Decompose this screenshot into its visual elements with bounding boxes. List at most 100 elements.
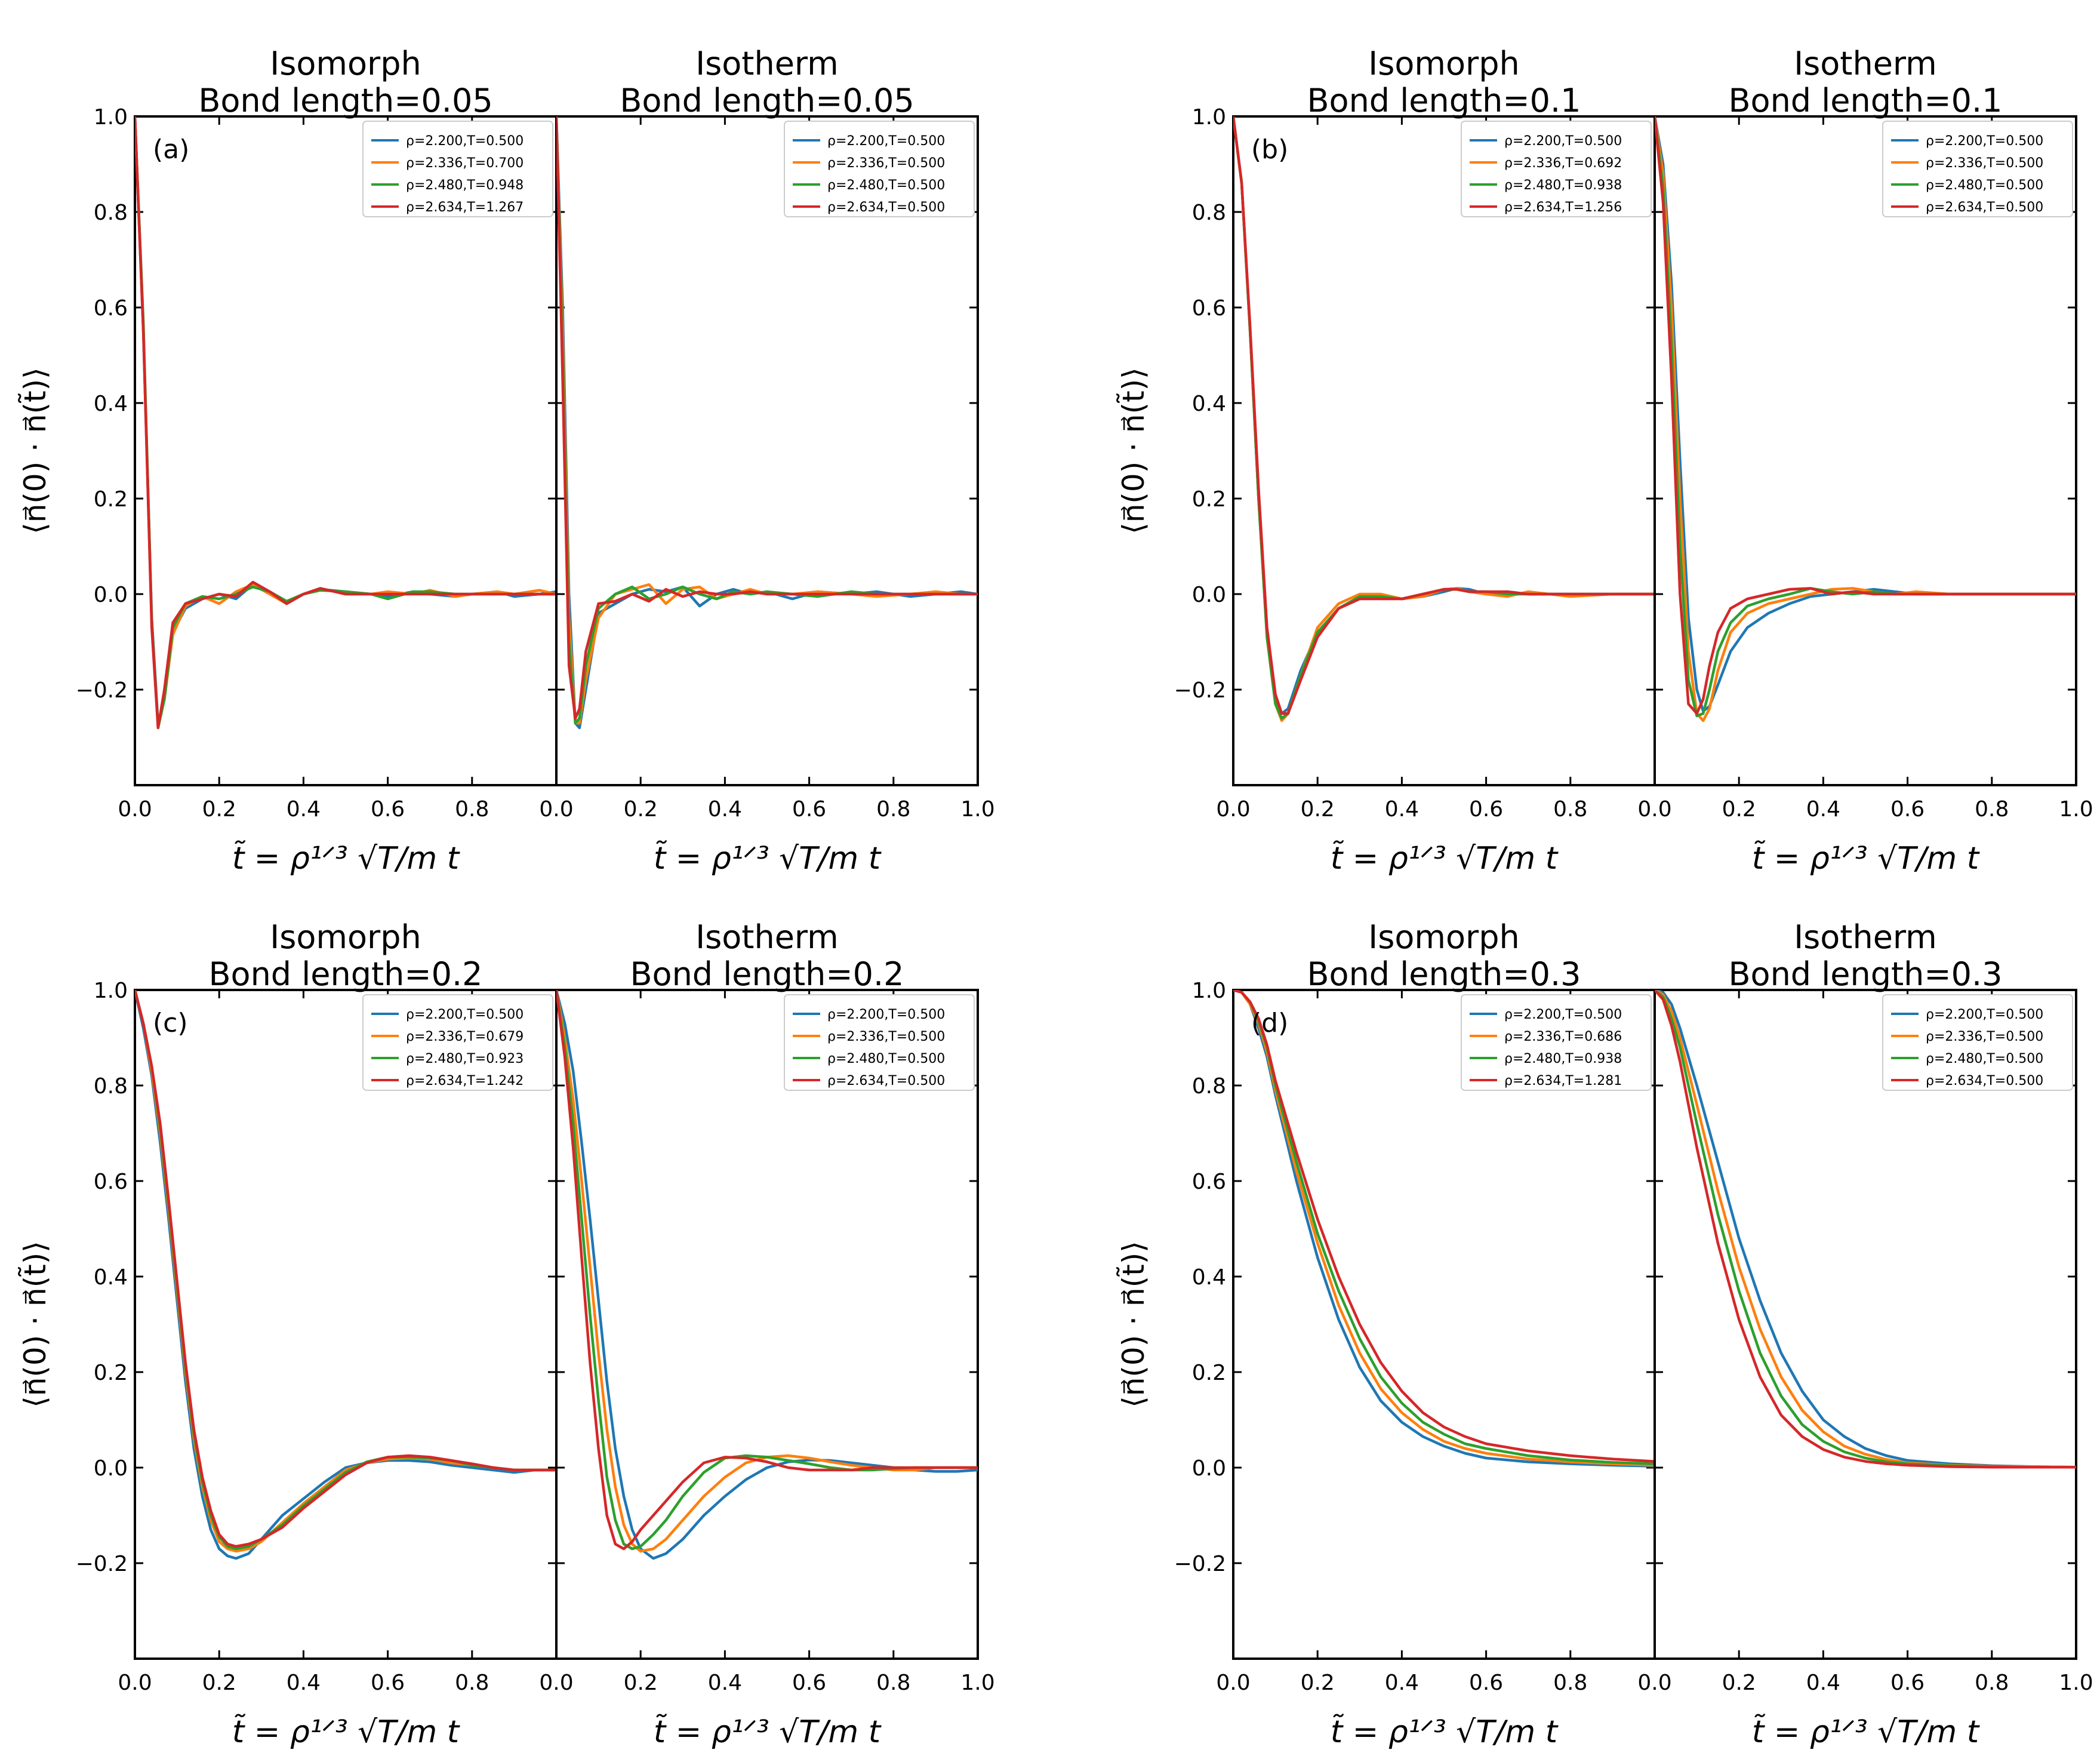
x-tick-label: 0.4 [1385,797,1419,822]
x-tick-label: 1.0 [2059,797,2093,822]
series-line [556,116,978,730]
subplot-title: Isomorph [270,918,421,956]
legend-entry: ρ=2.336,T=0.692 [1504,156,1622,171]
axes-frame [555,115,979,786]
legend-entry: ρ=2.634,T=1.267 [406,200,524,215]
subplot-title: Bond length=0.3 [1307,955,1581,993]
legend-entry: ρ=2.634,T=1.281 [1504,1074,1622,1088]
x-tick-label: 0.2 [624,797,658,822]
axes-frame [1653,989,2077,1660]
y-tick-label: 0.2 [1192,487,1226,512]
legend-entry: ρ=2.336,T=0.500 [827,1029,945,1044]
x-tick-label: 0.4 [287,797,321,822]
x-tick-label: 0.0 [539,797,573,822]
series-line [135,990,556,1548]
x-tick-label: 0.6 [371,797,405,822]
legend-box [1461,994,1652,1091]
legend-box [1461,121,1652,217]
legend-entry: ρ=2.480,T=0.938 [1504,178,1622,193]
x-tick-label: 0.6 [1890,1671,1925,1695]
y-tick-label: 1.0 [1192,105,1226,130]
y-tick-label: 0.0 [94,1456,128,1481]
subplot-title: Isomorph [1368,45,1519,82]
legend-entry: ρ=2.480,T=0.938 [1504,1051,1622,1066]
series-line [1655,990,2076,1469]
subplot-title: Bond length=0.1 [1729,82,2003,119]
x-tick-label: 0.0 [118,797,152,822]
x-tick-label: 0.6 [792,797,826,822]
y-axis-label: ⟨n⃗(0) · n⃗(t̃)⟩ [1116,367,1151,534]
series-line [556,990,978,1551]
y-tick-label: −0.2 [76,678,128,703]
series-line [1655,990,2076,1469]
x-tick-label: 0.0 [1637,797,1671,822]
x-axis-label: t̃ = ρ¹ᐟ³ √T/m t [1752,840,1980,877]
series-line [1233,116,1655,715]
panel-label: (b) [1251,134,1288,165]
y-tick-label: 0.8 [94,1074,128,1099]
subplot-title: Isotherm [1794,918,1937,956]
subplot-title: Isotherm [695,918,839,956]
legend-entry: ρ=2.336,T=0.679 [406,1029,524,1044]
legend-entry: ρ=2.634,T=0.500 [827,1074,945,1088]
x-tick-label: 0.0 [1216,797,1250,822]
y-tick-label: 0.6 [1192,296,1226,321]
y-tick-label: 0.0 [1192,583,1226,607]
legend-entry: ρ=2.200,T=0.500 [1926,134,2043,149]
x-tick-label: 0.4 [708,1671,742,1695]
x-tick-label: 0.8 [876,1671,910,1695]
y-tick-label: −0.2 [76,1552,128,1576]
legend-entry: ρ=2.200,T=0.500 [827,134,945,149]
axes-frame [555,989,979,1660]
y-tick-label: 0.2 [94,1361,128,1385]
x-tick-label: 0.0 [1637,1671,1671,1695]
y-tick-label: 0.8 [1192,1074,1226,1099]
x-axis-label: t̃ = ρ¹ᐟ³ √T/m t [232,840,460,877]
y-tick-label: 1.0 [94,979,128,1003]
x-tick-label: 0.8 [1553,1671,1587,1695]
y-tick-label: −0.2 [1174,1552,1226,1576]
x-tick-label: 0.8 [1975,797,2009,822]
x-tick-label: 0.6 [1469,797,1503,822]
y-tick-label: 0.8 [94,201,128,225]
y-tick-label: 0.6 [1192,1170,1226,1194]
series-line [556,116,978,725]
x-tick-label: 0.2 [1301,797,1335,822]
x-tick-label: 0.6 [1469,1671,1503,1695]
legend-entry: ρ=2.634,T=0.500 [1926,1074,2043,1088]
series-line [1655,116,2076,722]
x-tick-label: 0.2 [624,1671,658,1695]
x-tick-label: 0.8 [1553,797,1587,822]
y-tick-label: 0.0 [1192,1456,1226,1481]
y-axis-label: ⟨n⃗(0) · n⃗(t̃)⟩ [1116,1241,1151,1408]
subplot-title: Isotherm [1794,45,1937,82]
x-axis-label: t̃ = ρ¹ᐟ³ √T/m t [1331,1714,1559,1750]
legend-entry: ρ=2.634,T=1.242 [406,1074,524,1088]
subplot-title: Isomorph [1368,918,1519,956]
x-axis-label: t̃ = ρ¹ᐟ³ √T/m t [1331,840,1559,877]
legend-entry: ρ=2.634,T=0.500 [1926,200,2043,215]
subplot-title: Isomorph [270,45,421,82]
y-tick-label: 0.4 [1192,1265,1226,1290]
x-tick-label: 0.8 [876,797,910,822]
y-tick-label: −0.2 [1174,678,1226,703]
legend-entry: ρ=2.336,T=0.500 [1926,156,2043,171]
axes-frame [1653,115,2077,786]
x-tick-label: 0.2 [1722,1671,1756,1695]
legend-box [362,121,553,217]
subplot-title: Bond length=0.3 [1729,955,2003,993]
x-tick-label: 0.2 [1301,1671,1335,1695]
x-tick-label: 0.8 [1975,1671,2009,1695]
y-tick-label: 0.6 [94,296,128,321]
legend-entry: ρ=2.634,T=1.256 [1504,200,1622,215]
legend-entry: ρ=2.480,T=0.500 [827,1051,945,1066]
y-tick-label: 0.4 [94,1265,128,1290]
x-tick-label: 0.0 [118,1671,152,1695]
x-tick-label: 0.2 [202,1671,236,1695]
